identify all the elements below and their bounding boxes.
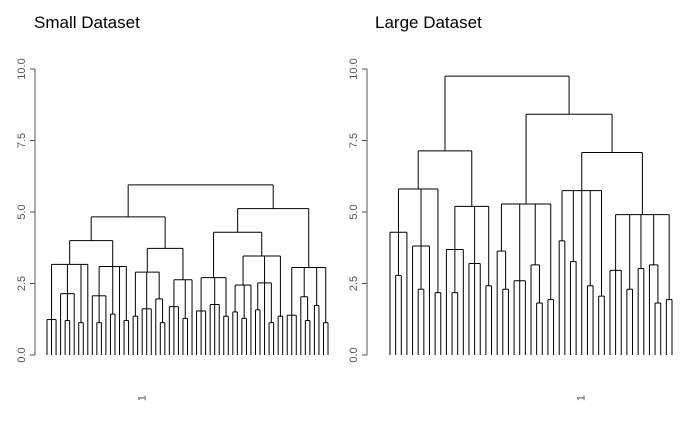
y-tick-label: 0.0: [348, 347, 360, 362]
leaf-label-marker: 1: [576, 395, 588, 401]
y-axis: 0.0 2.5 5.0 7.5 10.0: [348, 58, 368, 363]
y-tick-label: 10.0: [348, 58, 360, 79]
y-tick-label: 10.0: [16, 58, 28, 79]
large-dataset-panel: Large Dataset 0.0 2.5 5.0 7.5 10.0 1: [348, 13, 673, 401]
leaf-label-marker: 1: [136, 395, 148, 401]
y-axis: 0.0 2.5 5.0 7.5 10.0: [16, 58, 36, 363]
leaf-labels: 1: [576, 395, 588, 401]
small-dataset-panel: Small Dataset 0.0 2.5 5.0 7.5 10.0 1: [16, 13, 329, 401]
y-tick-label: 2.5: [348, 276, 360, 291]
y-tick-label: 0.0: [16, 347, 28, 362]
dendrogram-branches: [389, 75, 673, 355]
dendrogram-branches: [46, 184, 329, 355]
chart-title: Large Dataset: [375, 13, 482, 32]
y-tick-label: 7.5: [348, 133, 360, 148]
chart-title: Small Dataset: [34, 13, 140, 32]
y-tick-label: 5.0: [348, 204, 360, 219]
y-tick-label: 7.5: [16, 133, 28, 148]
y-tick-label: 2.5: [16, 276, 28, 291]
y-tick-label: 5.0: [16, 204, 28, 219]
leaf-labels: 1: [136, 395, 148, 401]
